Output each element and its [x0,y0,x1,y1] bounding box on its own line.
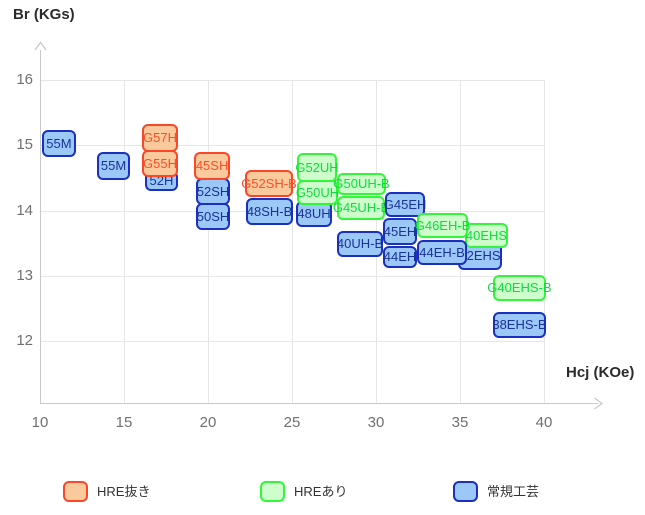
x-tick-label: 10 [31,414,49,431]
gridline-y-15 [40,145,545,147]
legend-label: HREあり [294,484,348,499]
legend-item-hre[interactable]: HREあり [260,481,347,502]
legend-item-standard[interactable]: 常規工芸 [453,481,539,502]
grade-box-55M[interactable]: 55M [97,151,131,180]
y-tick-label: 15 [16,136,33,154]
x-tick-label: 25 [283,414,301,431]
grade-box-G55H[interactable]: G55H [142,149,178,178]
y-tick-label: 13 [16,266,33,284]
gridline-y-16 [40,80,545,81]
y-tick-label: 12 [16,332,33,350]
grade-box-G40EHS-B[interactable]: G40EHS-B [487,275,552,301]
gridline-x-40 [544,80,545,403]
grade-box-40EHS[interactable]: 40EHS [465,223,508,248]
legend-item-hre-free[interactable]: HRE抜き [63,481,150,502]
x-axis-line [40,403,598,404]
gridline-y-12 [40,341,545,343]
grade-box-50SH[interactable]: 50SH [196,202,230,231]
grade-box-G45UH-B[interactable]: G45UH-B [333,196,389,220]
gridline-x-15 [124,80,125,403]
grade-box-44EH-B[interactable]: 44EH-B [417,240,468,265]
grade-box-G45EH[interactable]: G45EH [384,191,426,218]
grade-box-G50UH[interactable]: G50UH [296,179,339,205]
gridline-x-20 [208,80,209,403]
legend-swatch-hre-free [63,481,88,502]
legend-swatch-standard [453,481,478,502]
grade-box-G52SH-B[interactable]: G52SH-B [241,170,297,197]
x-tick-label: 15 [115,414,133,431]
grade-box-45SH[interactable]: 45SH [194,151,231,180]
x-tick-label: 35 [451,414,469,431]
grade-box-45EH[interactable]: 45EH [383,217,417,246]
legend-label: 常規工芸 [487,484,540,499]
grade-box-G57H[interactable]: G57H [142,123,178,152]
grade-box-48SH-B[interactable]: 48SH-B [246,198,293,225]
y-tick-label: 14 [16,201,33,219]
x-axis-title: Hcj (KOe) [566,364,635,381]
grade-box-G52UH[interactable]: G52UH [295,153,339,182]
y-axis-title: Br (KGs) [13,6,75,23]
gridline-x-25 [292,80,293,403]
x-tick-label: 40 [535,414,553,431]
gridline-y-13 [40,275,545,277]
x-tick-label: 30 [367,414,385,431]
grade-box-48UH[interactable]: 48UH [296,200,332,227]
x-tick-label: 20 [199,414,217,431]
x-axis-arrow-icon [594,397,604,410]
y-tick-label: 16 [16,71,33,88]
y-axis-line [40,50,41,403]
legend-swatch-hre [260,481,285,502]
grade-box-G50UH-B[interactable]: G50UH-B [333,172,390,195]
grade-box-44EH[interactable]: 44EH [383,245,417,269]
grade-box-52SH[interactable]: 52SH [196,177,230,205]
y-axis-arrow-icon [34,41,47,51]
grade-box-38EHS-B[interactable]: 38EHS-B [492,311,547,338]
grade-box-40UH-B[interactable]: 40UH-B [337,230,383,257]
grade-box-55M[interactable]: 55M [42,130,76,158]
legend-label: HRE抜き [97,484,151,499]
grade-box-G46EH-B[interactable]: G46EH-B [415,213,470,238]
